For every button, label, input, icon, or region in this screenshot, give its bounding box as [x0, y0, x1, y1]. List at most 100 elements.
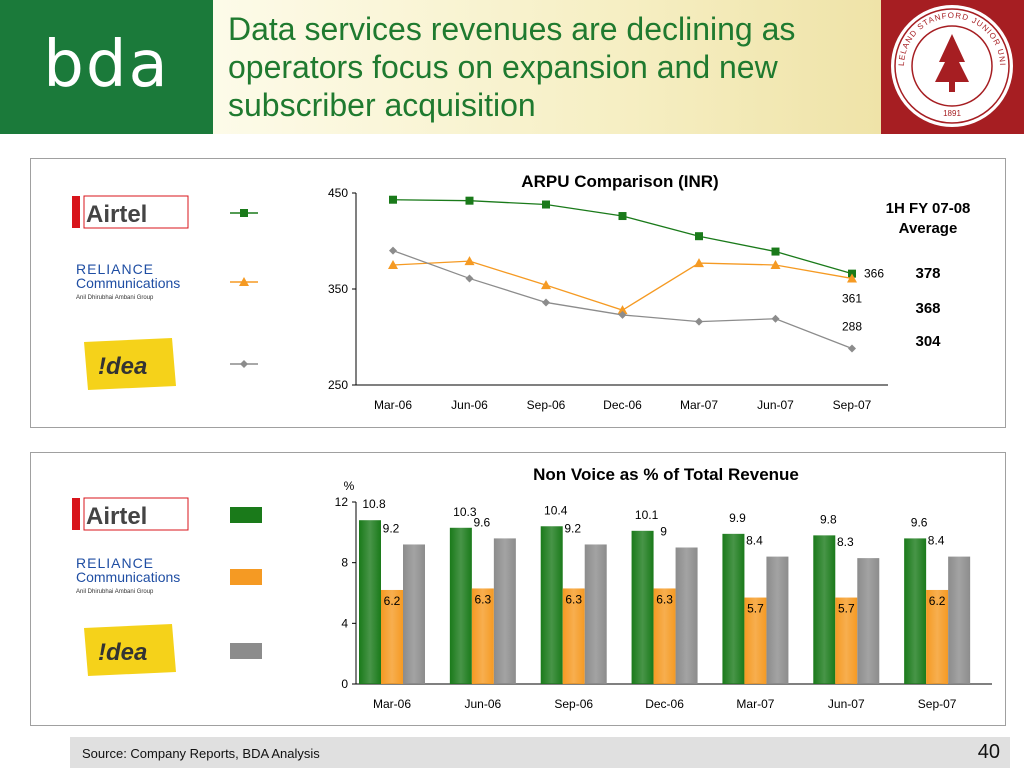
svg-text:Communications: Communications	[76, 569, 180, 585]
series-line-idea	[392, 249, 853, 350]
bar-airtel	[359, 520, 381, 684]
y-axis-label: %	[344, 479, 355, 493]
bar-idea	[857, 558, 880, 684]
data-label: 9.6	[911, 515, 928, 529]
arpu-line-chart: ARPU Comparison (INR) 450 350 250 Mar-06 Ju…	[328, 172, 971, 412]
data-point	[770, 260, 781, 269]
bar-idea	[766, 556, 789, 684]
data-label: 5.7	[747, 602, 764, 616]
svg-text:1891: 1891	[943, 109, 961, 118]
x-tick-label: Jun-07	[828, 697, 865, 711]
svg-text:RELIANCE: RELIANCE	[76, 262, 154, 277]
bar-idea	[675, 547, 698, 684]
data-point	[389, 246, 397, 255]
x-tick-label: Sep-07	[833, 398, 872, 412]
data-point	[695, 232, 703, 241]
x-tick-label: Mar-06	[374, 398, 412, 412]
reliance-logo: RELIANCE Communications Anil Dhirubhai A…	[76, 556, 180, 595]
chart-title: ARPU Comparison (INR)	[521, 172, 718, 191]
bar-idea	[948, 556, 971, 684]
svg-text:!dea: !dea	[98, 353, 147, 380]
svg-text:Airtel: Airtel	[86, 503, 147, 530]
legend-marker-idea	[240, 360, 248, 368]
x-tick-label: Dec-06	[645, 697, 684, 711]
legend-swatch-idea	[230, 643, 262, 659]
y-tick-label: 8	[341, 556, 348, 570]
data-point	[541, 280, 551, 290]
data-label: 10.1	[635, 508, 659, 522]
non-voice-bar-chart: Non Voice as % of Total Revenue % 12840 …	[335, 465, 992, 711]
data-point	[771, 247, 780, 256]
data-point	[542, 298, 550, 307]
y-tick-label: 450	[328, 186, 348, 200]
data-label: 9.6	[474, 515, 491, 529]
bar-idea	[493, 538, 516, 684]
data-label: 8.4	[746, 534, 763, 548]
x-tick-label: Sep-06	[554, 697, 593, 711]
data-point	[848, 344, 856, 353]
bar-idea	[584, 544, 607, 684]
bar-airtel	[449, 527, 472, 684]
y-tick-label: 0	[341, 677, 348, 691]
data-label: 6.3	[656, 592, 673, 606]
data-point	[694, 258, 704, 268]
data-label: 361	[842, 291, 862, 305]
data-label: 8.3	[837, 535, 854, 549]
legend-swatch-airtel	[230, 507, 262, 523]
bar-legend	[230, 507, 262, 659]
bar-reliance	[744, 597, 767, 684]
data-point	[618, 212, 627, 221]
y-tick-label: 4	[341, 616, 348, 630]
data-label: 6.2	[929, 594, 946, 608]
data-label: 6.3	[475, 592, 492, 606]
bar-reliance	[926, 589, 949, 684]
data-label: 10.4	[544, 503, 568, 517]
page-number: 40	[977, 741, 1000, 763]
reliance-logo: RELIANCE Communications Anil Dhirubhai A…	[76, 262, 180, 301]
line-legend	[230, 209, 258, 368]
bar-reliance	[562, 588, 585, 684]
data-label: 10.8	[362, 497, 386, 511]
slide-title: Data services revenues are declining as …	[228, 11, 796, 123]
airtel-logo: Airtel	[72, 497, 189, 531]
x-tick-label: Sep-06	[527, 398, 566, 412]
x-tick-label: Jun-06	[451, 398, 488, 412]
svg-text:!dea: !dea	[98, 639, 147, 666]
svg-text:RELIANCE: RELIANCE	[76, 556, 154, 571]
data-point	[542, 200, 550, 209]
bar-reliance	[471, 588, 494, 684]
data-point	[618, 310, 627, 319]
average-title: 1H FY 07-08	[886, 200, 971, 217]
data-label: 10.3	[453, 505, 477, 519]
average-value-idea: 304	[915, 333, 941, 350]
stanford-seal-icon: LELAND STANFORD JUNIOR UNIVERSITY 1891	[878, 0, 1013, 127]
source-note: Source: Company Reports, BDA Analysis	[82, 746, 320, 761]
average-value-reliance: 368	[915, 300, 940, 317]
data-label: 9.9	[729, 511, 746, 525]
stanford-seal-block: LELAND STANFORD JUNIOR UNIVERSITY 1891	[878, 0, 1024, 134]
x-tick-label: Jun-07	[757, 398, 794, 412]
data-point	[847, 273, 857, 283]
idea-logo: !dea	[84, 624, 176, 676]
data-point	[465, 274, 474, 283]
data-label: 366	[864, 267, 884, 281]
bda-logo-block	[0, 0, 213, 134]
average-value-airtel: 378	[915, 265, 940, 282]
x-tick-label: Mar-07	[736, 697, 774, 711]
data-label: 9.2	[383, 521, 400, 535]
average-title: Average	[899, 220, 958, 237]
series-line-reliance	[392, 260, 853, 311]
data-label: 9.8	[820, 512, 837, 526]
title-banner	[213, 0, 881, 134]
bar-reliance	[653, 588, 676, 684]
bda-logo-text: bda	[43, 28, 170, 102]
airtel-logo: Airtel	[72, 195, 189, 229]
bar-airtel	[813, 535, 836, 684]
data-point	[464, 256, 475, 266]
data-point	[465, 196, 474, 205]
data-label: 5.7	[838, 602, 855, 616]
data-label: 6.2	[384, 594, 401, 608]
data-point	[617, 305, 628, 315]
bar-airtel	[631, 530, 654, 684]
svg-text:Anil Dhirubhai Ambani Group: Anil Dhirubhai Ambani Group	[76, 589, 154, 595]
